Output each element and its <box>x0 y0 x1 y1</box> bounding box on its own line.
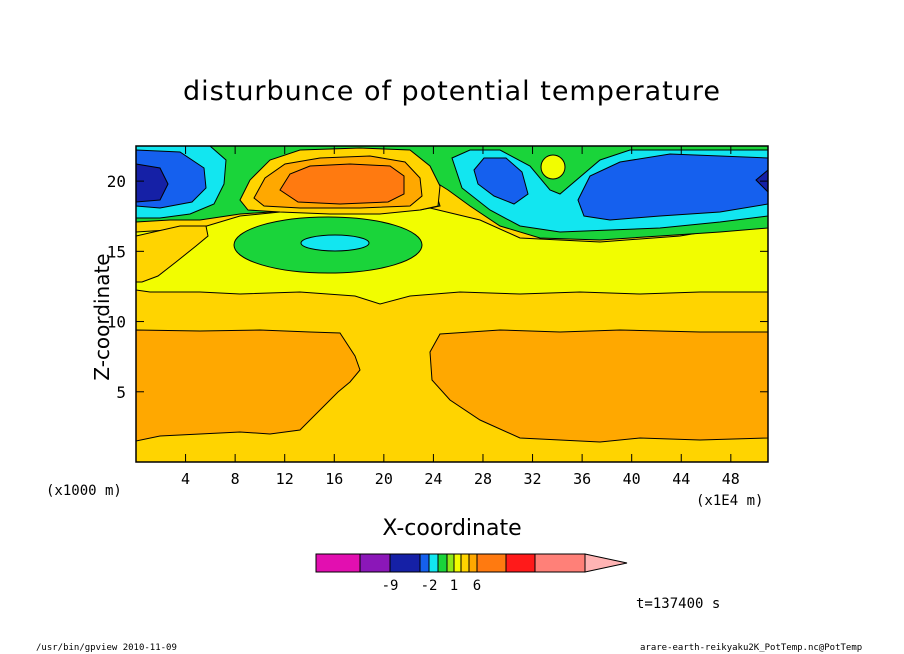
y-tick-label: 15 <box>107 242 126 261</box>
y-tick-label: 10 <box>107 313 126 332</box>
x-tick-label: 12 <box>276 470 294 488</box>
contour-top-hump-orange2 <box>279 163 405 205</box>
colorbar-bin <box>505 553 536 573</box>
colorbar-label: 1 <box>450 578 458 594</box>
contour-lightorange-left <box>136 225 209 283</box>
colorbar-bin <box>389 553 421 573</box>
x-tick-label: 28 <box>474 470 492 488</box>
x-tick-label: 48 <box>722 470 740 488</box>
footer-left: /usr/bin/gpview 2010-11-09 <box>36 643 177 653</box>
contour-blue-right-1 <box>473 157 529 205</box>
colorbar-label: -9 <box>382 578 399 594</box>
chart-title: disturbunce of potential temperature <box>183 76 721 107</box>
contour-field <box>136 146 768 462</box>
y-tick-label: 5 <box>116 383 126 402</box>
x-axis-unit-right: (x1E4 m) <box>696 493 764 509</box>
x-axis-unit-left: (x1000 m) <box>46 483 122 499</box>
x-axis-ticks: 4 8 12 16 20 24 28 32 36 40 44 48 <box>181 146 740 488</box>
colorbar-bin <box>446 553 455 573</box>
x-tick-label: 8 <box>231 470 240 488</box>
plot-frame <box>135 145 769 463</box>
colorbar: -9 -2 1 6 <box>315 553 628 594</box>
contour-blue-right-2 <box>577 153 768 221</box>
colorbar-overflow-arrow <box>584 553 628 573</box>
contour-orange-left <box>136 329 361 442</box>
x-tick-label: 24 <box>424 470 442 488</box>
colorbar-bin <box>453 553 462 573</box>
footer-right: arare-earth-reikyaku2K_PotTemp.nc@PotTem… <box>640 643 863 653</box>
contour-orange-right <box>429 329 768 443</box>
colorbar-bin <box>359 553 391 573</box>
contour-darkblue-left <box>136 163 169 203</box>
colorbar-bin <box>315 553 361 573</box>
x-tick-label: 44 <box>672 470 690 488</box>
x-tick-label: 20 <box>375 470 393 488</box>
x-axis-label: X-coordinate <box>382 516 522 541</box>
contour-yellow-circle <box>540 154 566 180</box>
colorbar-bin <box>468 553 478 573</box>
y-axis-ticks: 5 10 15 20 <box>107 172 768 402</box>
colorbar-bin <box>419 553 430 573</box>
y-tick-label: 20 <box>107 172 126 191</box>
x-tick-label: 16 <box>325 470 343 488</box>
time-label: t=137400 s <box>636 596 721 612</box>
x-tick-label: 36 <box>573 470 591 488</box>
colorbar-bin <box>476 553 507 573</box>
colorbar-bin <box>460 553 470 573</box>
x-tick-label: 32 <box>524 470 542 488</box>
colorbar-bin <box>437 553 448 573</box>
x-tick-label: 4 <box>181 470 190 488</box>
colorbar-bin <box>534 553 586 573</box>
colorbar-label: 6 <box>473 578 481 594</box>
x-tick-label: 40 <box>623 470 641 488</box>
colorbar-bin <box>428 553 439 573</box>
contour-cyan-ellipse <box>300 234 370 252</box>
colorbar-label: -2 <box>421 578 438 594</box>
y-axis-label: Z-coordinate <box>90 253 114 381</box>
